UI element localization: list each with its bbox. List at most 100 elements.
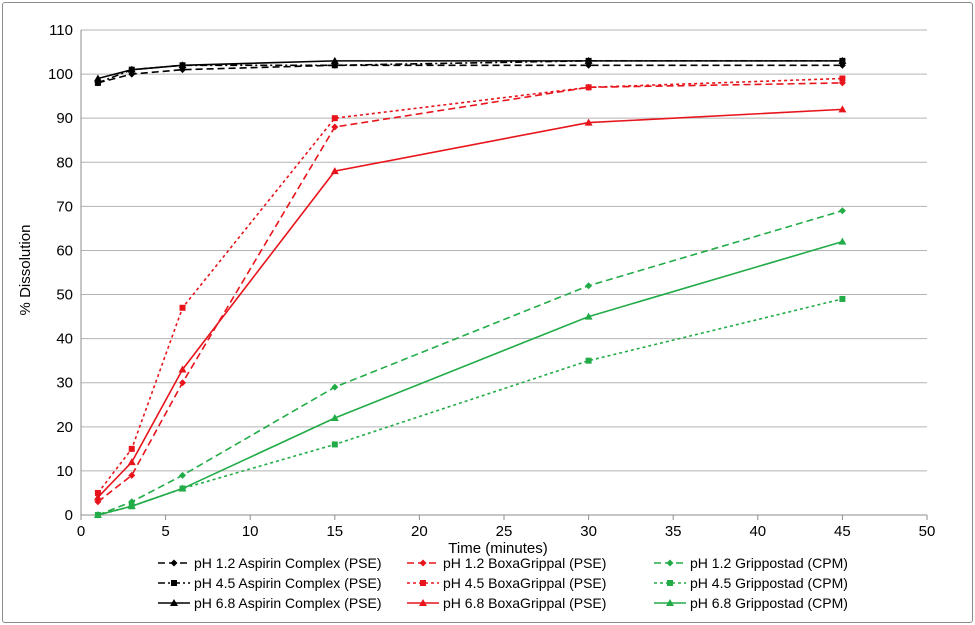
data-point [839, 75, 846, 82]
series-4 [94, 79, 846, 506]
legend-label: pH 4.5 BoxaGrippal (PSE) [443, 575, 606, 591]
y-tick-label: 70 [56, 198, 73, 215]
data-point [179, 471, 187, 479]
legend-label: pH 6.8 Grippostad (CPM) [690, 595, 848, 611]
x-tick-label: 20 [411, 523, 428, 540]
data-point [584, 56, 593, 64]
series-line [97, 240, 843, 516]
data-point [331, 441, 338, 448]
legend-label: pH 1.2 Aspirin Complex (PSE) [194, 555, 382, 571]
series-layer [93, 56, 847, 519]
series-9 [93, 237, 847, 518]
series-7 [94, 207, 846, 519]
x-axis-title: Time (minutes) [448, 540, 547, 557]
data-point [94, 489, 101, 496]
data-point [585, 84, 592, 91]
data-point [330, 414, 339, 421]
series-6 [93, 105, 847, 501]
data-point [331, 115, 338, 122]
data-point [330, 167, 339, 175]
legend-label: pH 1.2 BoxaGrippal (PSE) [443, 555, 606, 571]
y-tick-label: 20 [56, 419, 73, 436]
legend-swatch-marker [666, 599, 674, 606]
legend-item: pH 4.5 BoxaGrippal (PSE) [407, 575, 606, 591]
legend-swatch-marker [419, 559, 427, 567]
data-point [330, 56, 339, 64]
data-point [838, 207, 846, 215]
x-tick-label: 10 [242, 523, 259, 540]
legend-swatch-marker [666, 559, 674, 567]
y-tick-label: 60 [56, 242, 73, 259]
series-line [97, 298, 843, 516]
x-tick-label: 25 [496, 523, 513, 540]
series-5 [94, 75, 846, 496]
data-point [127, 65, 136, 73]
x-tick-labels: 0 5 10 15 20 25 30 35 40 45 50 [77, 523, 936, 540]
data-point [584, 312, 593, 320]
data-point [179, 379, 187, 387]
x-tick-label: 5 [161, 523, 169, 540]
data-point [584, 118, 593, 126]
data-point [93, 493, 102, 501]
series-line [97, 60, 843, 80]
data-point [585, 282, 593, 290]
x-tick-label: 40 [749, 523, 766, 540]
data-point [127, 458, 136, 466]
legend-swatch-marker [667, 580, 673, 586]
data-point [178, 61, 187, 69]
series-line [97, 108, 843, 498]
legend-item: pH 1.2 Aspirin Complex (PSE) [158, 555, 382, 571]
series-line [97, 210, 843, 516]
data-point [94, 79, 101, 86]
legend-label: pH 6.8 BoxaGrippal (PSE) [443, 595, 606, 611]
legend-label: pH 4.5 Aspirin Complex (PSE) [194, 575, 382, 591]
y-tick-label: 10 [56, 463, 73, 480]
data-point [585, 357, 592, 364]
data-point [178, 484, 187, 492]
gridlines [81, 29, 927, 472]
legend-item: pH 1.2 Grippostad (CPM) [654, 555, 848, 571]
legend-swatch-marker [419, 599, 427, 606]
y-tick-label: 50 [56, 287, 73, 304]
y-tick-label: 110 [49, 22, 73, 39]
data-point [838, 237, 847, 245]
y-tick-label: 0 [65, 507, 73, 524]
x-tick-label: 45 [834, 523, 851, 540]
y-tick-label: 90 [56, 110, 73, 127]
legend-label: pH 4.5 Grippostad (CPM) [690, 575, 848, 591]
data-point [839, 295, 846, 302]
x-tick-label: 50 [919, 523, 936, 540]
series-line [97, 64, 843, 84]
data-point [93, 74, 102, 82]
data-point [331, 62, 338, 69]
y-tick-label: 40 [56, 331, 73, 348]
legend-item: pH 6.8 Grippostad (CPM) [654, 595, 848, 611]
y-tick-label: 30 [56, 375, 73, 392]
y-tick-label: 100 [48, 66, 73, 83]
legend-label: pH 6.8 Aspirin Complex (PSE) [194, 595, 382, 611]
x-tick-label: 15 [326, 523, 343, 540]
data-point [128, 471, 136, 479]
y-tick-labels: 0 10 20 30 40 50 60 70 80 90 100 110 [48, 22, 73, 524]
data-point [93, 511, 102, 518]
data-point [838, 56, 847, 64]
series-8 [94, 295, 846, 518]
axes [80, 30, 928, 520]
legend-item: pH 1.2 BoxaGrippal (PSE) [407, 555, 606, 571]
legend-item: pH 6.8 Aspirin Complex (PSE) [158, 595, 382, 611]
legend-item: pH 6.8 BoxaGrippal (PSE) [407, 595, 606, 611]
legend-item: pH 4.5 Aspirin Complex (PSE) [158, 575, 382, 591]
x-tick-label: 0 [77, 523, 85, 540]
legend: pH 1.2 Aspirin Complex (PSE) pH 4.5 Aspir… [158, 555, 848, 611]
x-tick-label: 35 [665, 523, 682, 540]
y-tick-label: 80 [56, 154, 73, 171]
legend-item: pH 4.5 Grippostad (CPM) [654, 575, 848, 591]
data-point [838, 105, 847, 113]
series-3 [93, 56, 847, 82]
legend-swatch-marker [420, 580, 426, 586]
x-tick-label: 30 [580, 523, 597, 540]
y-axis-title: % Dissolution [17, 225, 34, 316]
legend-swatch-marker [170, 599, 178, 606]
